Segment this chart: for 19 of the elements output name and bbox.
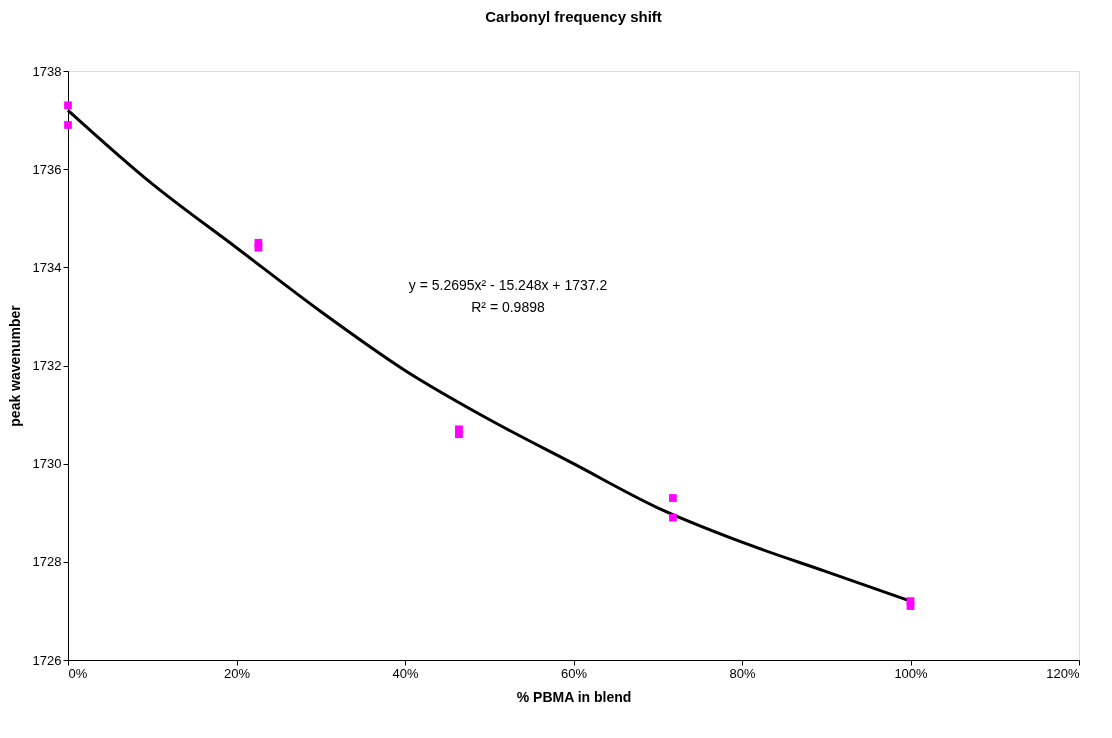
- y-tick-label: 1736: [32, 161, 62, 177]
- x-tick-label: 100%: [894, 665, 929, 681]
- x-tick-label: 20%: [223, 665, 251, 681]
- y-tick-label: 1732: [32, 358, 62, 373]
- x-tick-label: 80%: [729, 665, 756, 681]
- y-tick-label: 1730: [32, 456, 62, 472]
- x-tick-label: 0%: [68, 665, 88, 681]
- y-tick-label: 1734: [32, 259, 62, 275]
- x-axis-title: % PBMA in blend: [516, 688, 632, 705]
- annotation: y = 5.2695x² - 15.248x + 1737.2: [408, 277, 608, 293]
- x-tick-label: 120%: [1046, 665, 1080, 681]
- x-tick-label: 60%: [560, 665, 588, 681]
- chart-title: Carbonyl frequency shift: [485, 8, 662, 25]
- x-tick-label: 40%: [392, 665, 419, 681]
- y-tick-label: 1726: [32, 652, 62, 668]
- y-axis-title: peak wavenumber: [6, 304, 23, 427]
- y-tick-label: 1728: [32, 554, 62, 570]
- y-tick-label: 1738: [32, 63, 62, 79]
- annotation: R² = 0.9898: [471, 299, 545, 315]
